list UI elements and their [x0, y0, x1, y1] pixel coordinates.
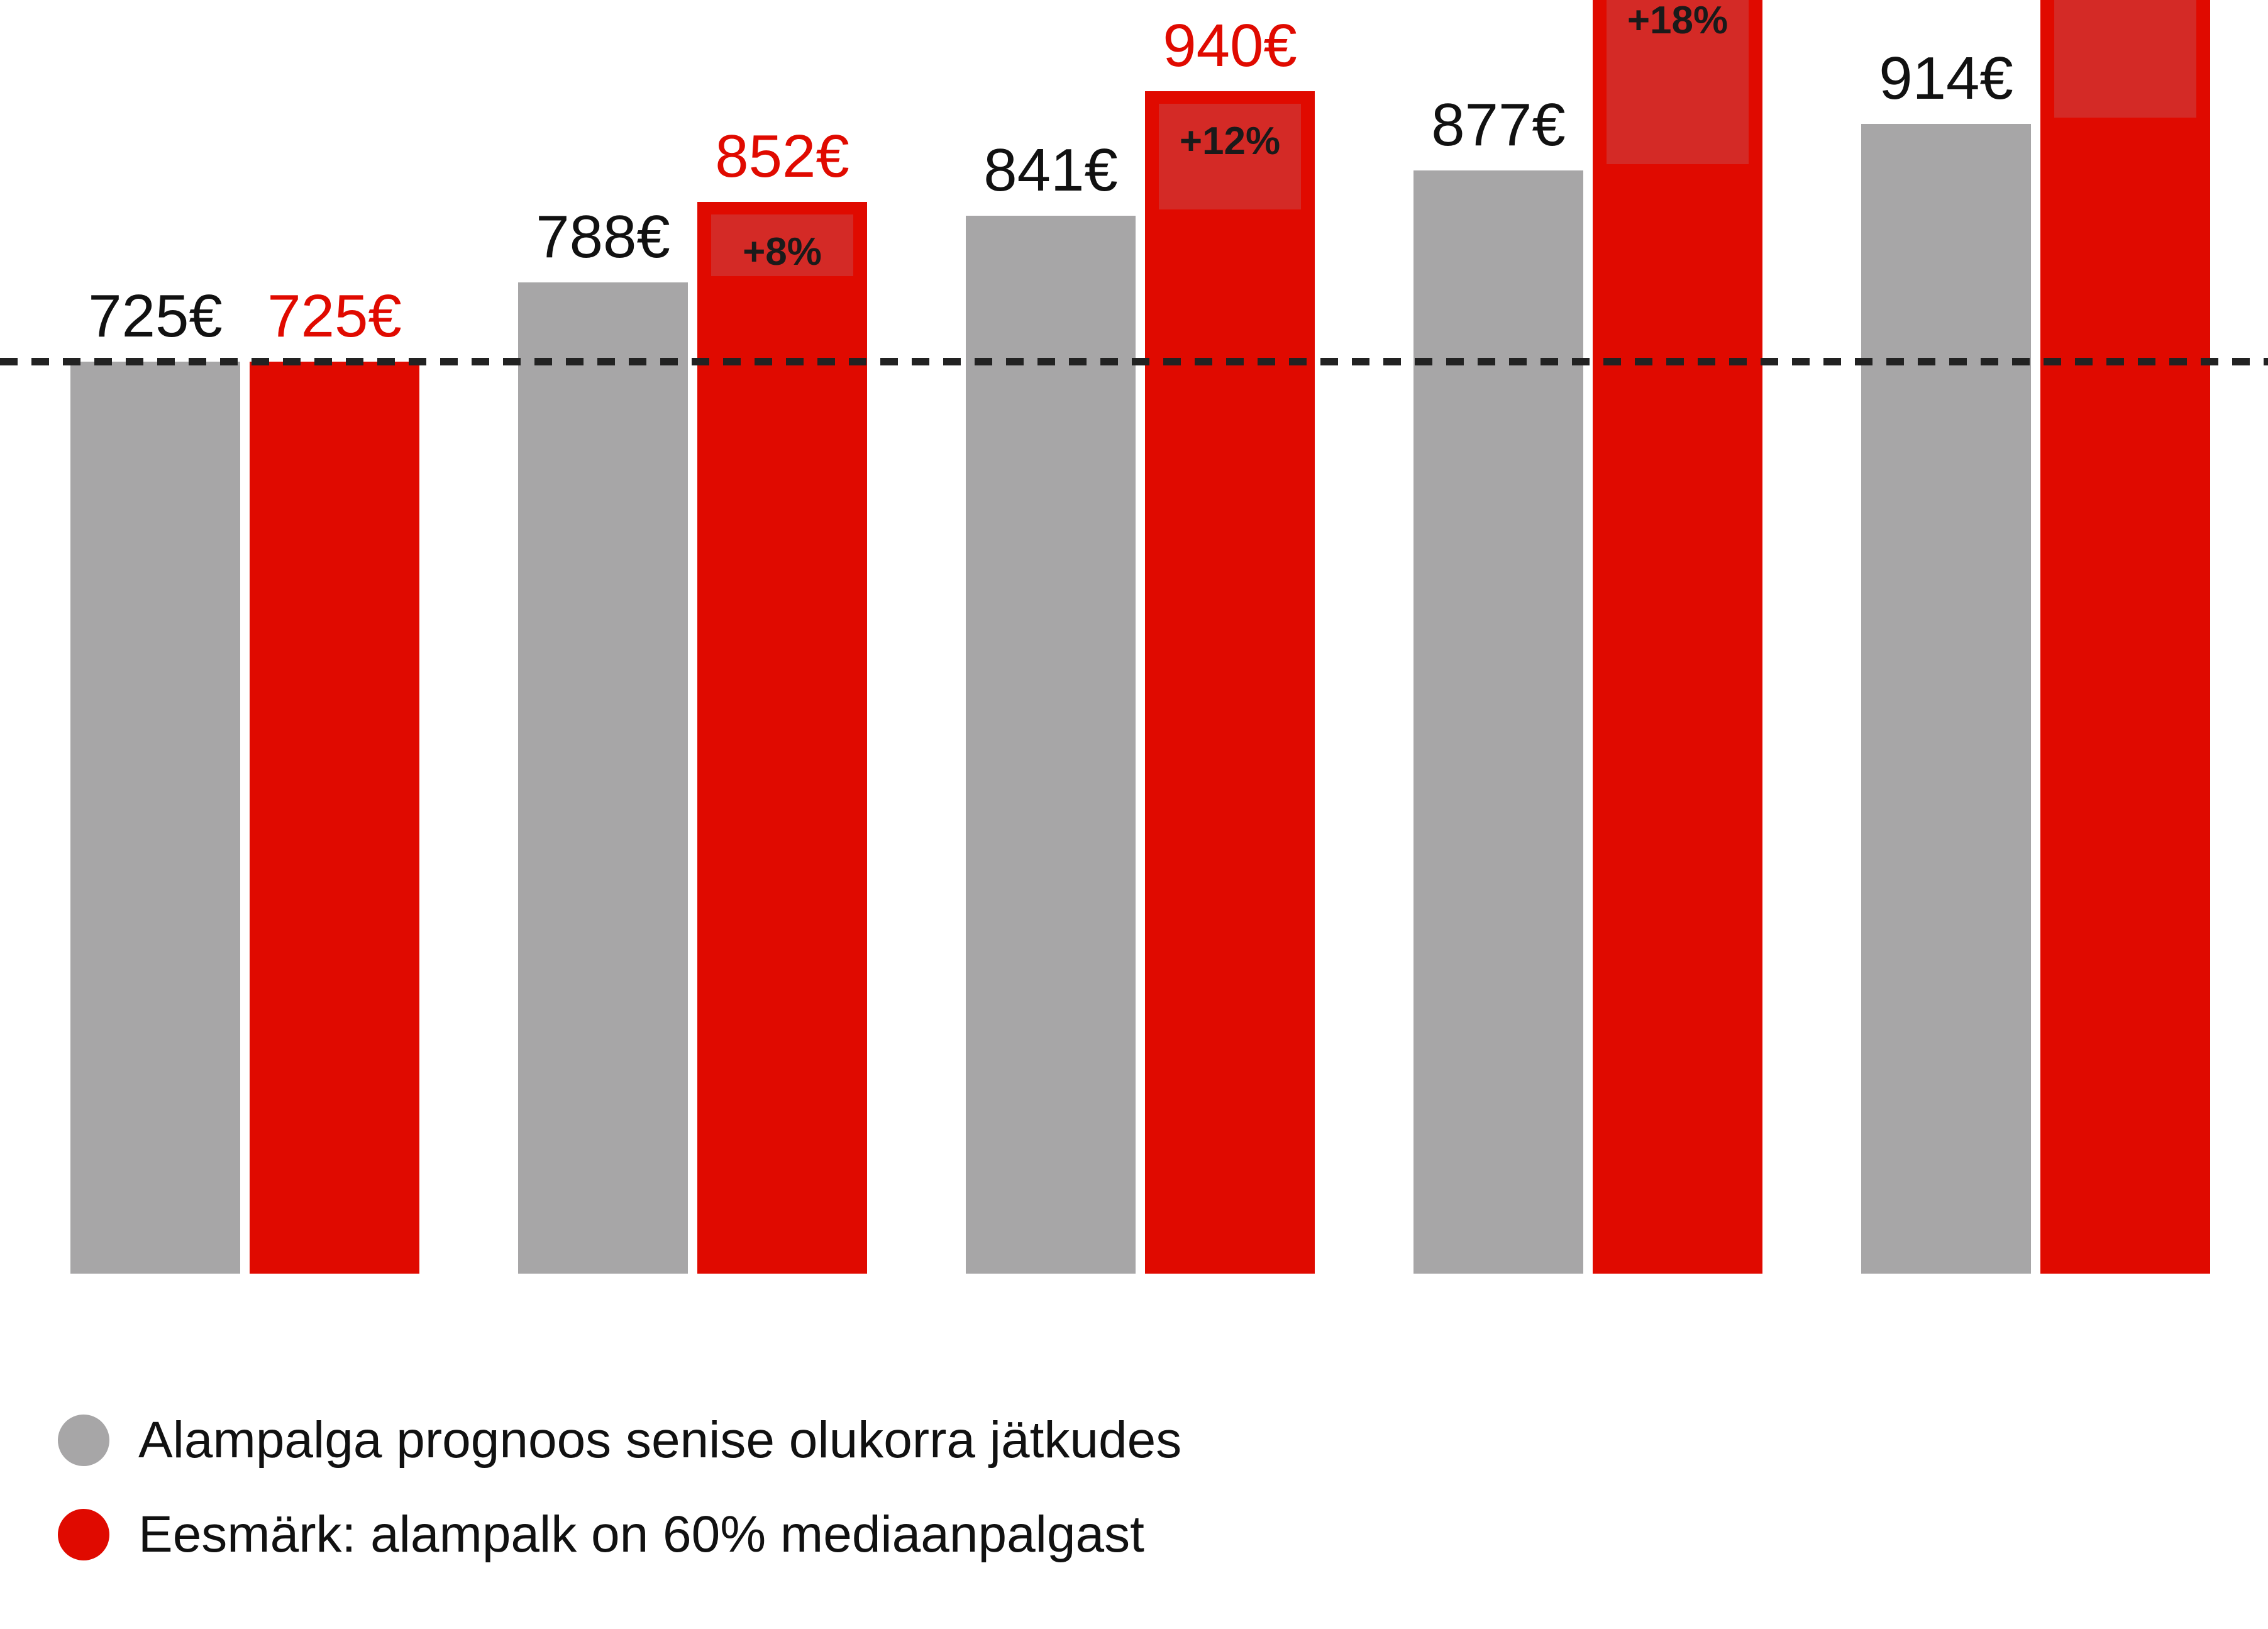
bar-forecast-3	[1413, 170, 1583, 1274]
bar-forecast-2	[966, 216, 1136, 1274]
value-label-forecast-3: 877€	[1431, 91, 1566, 158]
value-label-forecast-0: 725€	[88, 282, 223, 350]
value-label-forecast-4: 914€	[1879, 45, 2013, 112]
value-label-target-0: 725€	[267, 282, 402, 350]
value-label-target-2: 940€	[1163, 12, 1297, 79]
labels-layer: 725€725€788€852€+8%841€940€+12%877€1036€…	[88, 0, 2013, 350]
bar-target-4	[2040, 0, 2210, 1274]
bars-layer	[70, 0, 2210, 1274]
increase-label-2: +12%	[1180, 120, 1280, 163]
legend-swatch-gray	[58, 1415, 109, 1466]
legend-item-target: Eesmärk: alampalk on 60% mediaanpalgast	[58, 1487, 1181, 1582]
bar-target-0	[250, 362, 419, 1274]
bar-target-3	[1593, 0, 1762, 1274]
increase-label-3: +18%	[1627, 0, 1728, 42]
increase-box-3	[1607, 0, 1749, 164]
legend-label-forecast: Alampalga prognoos senise olukorra jätku…	[138, 1411, 1182, 1469]
increase-label-1: +8%	[743, 230, 822, 274]
legend-label-target: Eesmärk: alampalk on 60% mediaanpalgast	[138, 1506, 1144, 1563]
bar-target-1	[697, 202, 867, 1274]
legend: Alampalga prognoos senise olukorra jätku…	[58, 1393, 1181, 1582]
bar-forecast-1	[518, 282, 688, 1274]
legend-swatch-red	[58, 1509, 109, 1560]
legend-item-forecast: Alampalga prognoos senise olukorra jätku…	[58, 1393, 1181, 1487]
value-label-forecast-2: 841€	[983, 136, 1118, 204]
bar-target-2	[1145, 91, 1315, 1274]
value-label-forecast-1: 788€	[536, 203, 670, 270]
bar-forecast-4	[1861, 124, 2031, 1274]
value-label-target-1: 852€	[715, 123, 849, 190]
increase-box-4	[2054, 0, 2196, 118]
increase-box-1	[711, 214, 853, 276]
increase-box-2	[1159, 104, 1301, 209]
bar-forecast-0	[70, 362, 240, 1274]
